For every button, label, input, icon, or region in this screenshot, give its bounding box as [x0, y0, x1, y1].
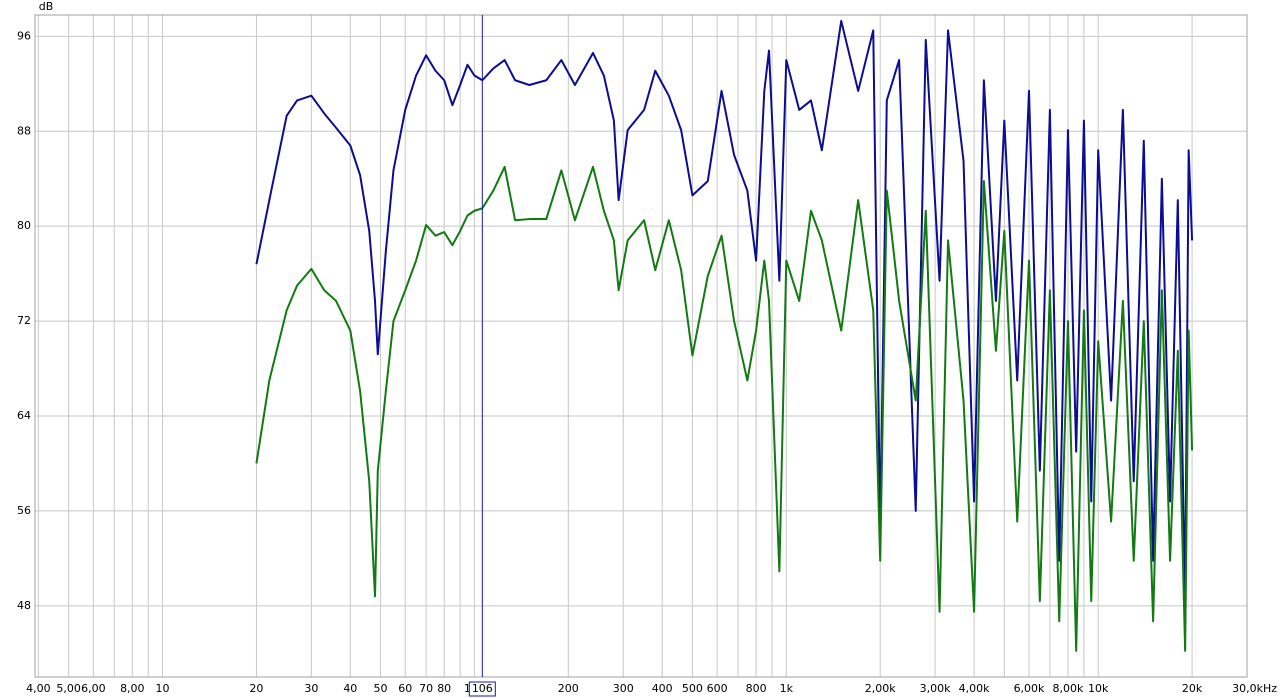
y-tick-label: 80	[17, 219, 31, 232]
cursor-label: 106	[472, 682, 493, 695]
x-tick-label: 20	[249, 682, 263, 695]
x-tick-label: 600	[707, 682, 728, 695]
y-tick-label: 96	[17, 29, 31, 42]
x-tick-label: 400	[652, 682, 673, 695]
y-tick-label: 64	[17, 409, 31, 422]
x-tick-label: 6,00	[81, 682, 106, 695]
x-tick-label: 300	[613, 682, 634, 695]
x-tick-label: 8,00k	[1053, 682, 1084, 695]
x-tick-label: 40	[343, 682, 357, 695]
series-line	[255, 165, 1194, 652]
x-tick-label: 3,00k	[920, 682, 951, 695]
plot-area	[255, 19, 1194, 652]
x-tick-label: 800	[746, 682, 767, 695]
x-tick-label: 500	[682, 682, 703, 695]
x-tick-label: 30	[304, 682, 318, 695]
x-tick-label: 5,00	[56, 682, 81, 695]
x-tick-label: 10	[156, 682, 170, 695]
x-tick-label: 4,00k	[959, 682, 990, 695]
plot-frame	[34, 14, 1248, 678]
x-tick-label: 50	[374, 682, 388, 695]
y-tick-label: 72	[17, 314, 31, 327]
y-axis-label: dB	[39, 0, 54, 13]
x-tick-label: 80	[437, 682, 451, 695]
y-tick-label: 56	[17, 504, 31, 517]
x-tick-label: 60	[398, 682, 412, 695]
x-tick-label: 4,00	[26, 682, 51, 695]
x-tick-label: 10k	[1088, 682, 1109, 695]
x-tick-label: 6,00k	[1014, 682, 1045, 695]
x-tick-label: 8,00	[120, 682, 145, 695]
x-tick-label: 200	[558, 682, 579, 695]
x-tick-label: 70	[419, 682, 433, 695]
x-tick-label: 30,0kHz	[1232, 682, 1277, 695]
x-tick-label: 2,00k	[865, 682, 896, 695]
y-tick-label: 48	[17, 599, 31, 612]
series-line	[255, 19, 1194, 603]
x-tick-label: 1k	[780, 682, 794, 695]
y-tick-label: 88	[17, 124, 31, 137]
cursor-label-box	[468, 681, 496, 697]
x-tick-label: 20k	[1182, 682, 1203, 695]
